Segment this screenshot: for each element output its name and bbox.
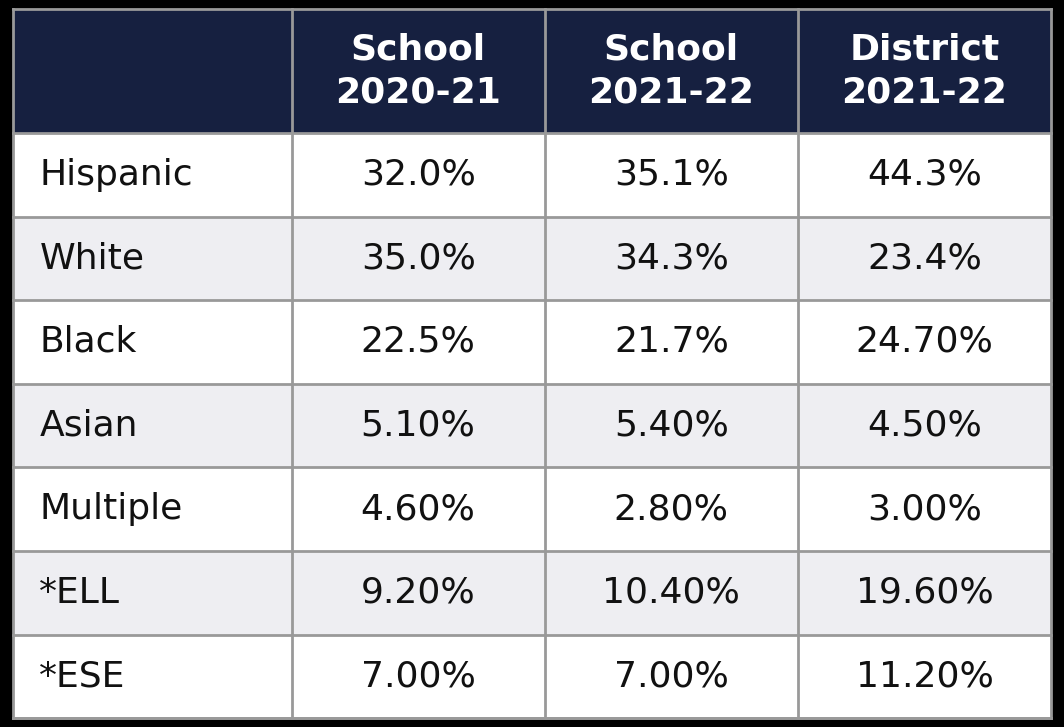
Bar — [545, 384, 798, 467]
Bar — [545, 9, 798, 133]
Bar — [13, 551, 292, 635]
Text: 2.80%: 2.80% — [614, 492, 729, 526]
Bar — [292, 300, 545, 384]
Bar — [292, 467, 545, 551]
Text: 10.40%: 10.40% — [602, 576, 741, 610]
Text: 7.00%: 7.00% — [614, 659, 729, 694]
Text: Black: Black — [39, 325, 137, 359]
Bar — [292, 217, 545, 300]
Bar — [798, 9, 1051, 133]
Bar — [798, 467, 1051, 551]
Text: 4.60%: 4.60% — [361, 492, 476, 526]
Text: 3.00%: 3.00% — [867, 492, 982, 526]
Text: 35.1%: 35.1% — [614, 158, 729, 192]
Bar — [292, 551, 545, 635]
Text: 32.0%: 32.0% — [361, 158, 476, 192]
Bar — [545, 217, 798, 300]
Text: 7.00%: 7.00% — [361, 659, 476, 694]
Text: 21.7%: 21.7% — [614, 325, 729, 359]
Text: *ELL: *ELL — [39, 576, 120, 610]
Text: 22.5%: 22.5% — [361, 325, 476, 359]
Text: Asian: Asian — [39, 409, 138, 443]
Bar — [13, 133, 292, 217]
Text: Hispanic: Hispanic — [39, 158, 193, 192]
Bar — [798, 551, 1051, 635]
Text: 44.3%: 44.3% — [867, 158, 982, 192]
Text: Multiple: Multiple — [39, 492, 183, 526]
Bar — [292, 635, 545, 718]
Bar — [13, 635, 292, 718]
Text: *ESE: *ESE — [39, 659, 126, 694]
Bar — [798, 133, 1051, 217]
Text: 11.20%: 11.20% — [855, 659, 994, 694]
Bar — [13, 217, 292, 300]
Text: 24.70%: 24.70% — [855, 325, 994, 359]
Bar — [545, 551, 798, 635]
Bar — [292, 384, 545, 467]
Bar — [13, 300, 292, 384]
Bar — [545, 133, 798, 217]
Text: 34.3%: 34.3% — [614, 241, 729, 276]
Bar — [798, 384, 1051, 467]
Bar — [292, 9, 545, 133]
Text: 5.40%: 5.40% — [614, 409, 729, 443]
Text: 9.20%: 9.20% — [361, 576, 476, 610]
Bar — [13, 467, 292, 551]
Bar — [545, 635, 798, 718]
Text: School
2020-21: School 2020-21 — [335, 32, 501, 110]
Bar — [545, 300, 798, 384]
Bar — [545, 467, 798, 551]
Bar — [798, 635, 1051, 718]
Text: School
2021-22: School 2021-22 — [588, 32, 754, 110]
Text: 5.10%: 5.10% — [361, 409, 476, 443]
Bar — [13, 9, 292, 133]
Text: 23.4%: 23.4% — [867, 241, 982, 276]
Bar — [13, 384, 292, 467]
Text: 4.50%: 4.50% — [867, 409, 982, 443]
Text: 35.0%: 35.0% — [361, 241, 476, 276]
Text: White: White — [39, 241, 145, 276]
Bar — [798, 217, 1051, 300]
Text: District
2021-22: District 2021-22 — [842, 32, 1008, 110]
Bar — [798, 300, 1051, 384]
Bar — [292, 133, 545, 217]
Text: 19.60%: 19.60% — [855, 576, 994, 610]
